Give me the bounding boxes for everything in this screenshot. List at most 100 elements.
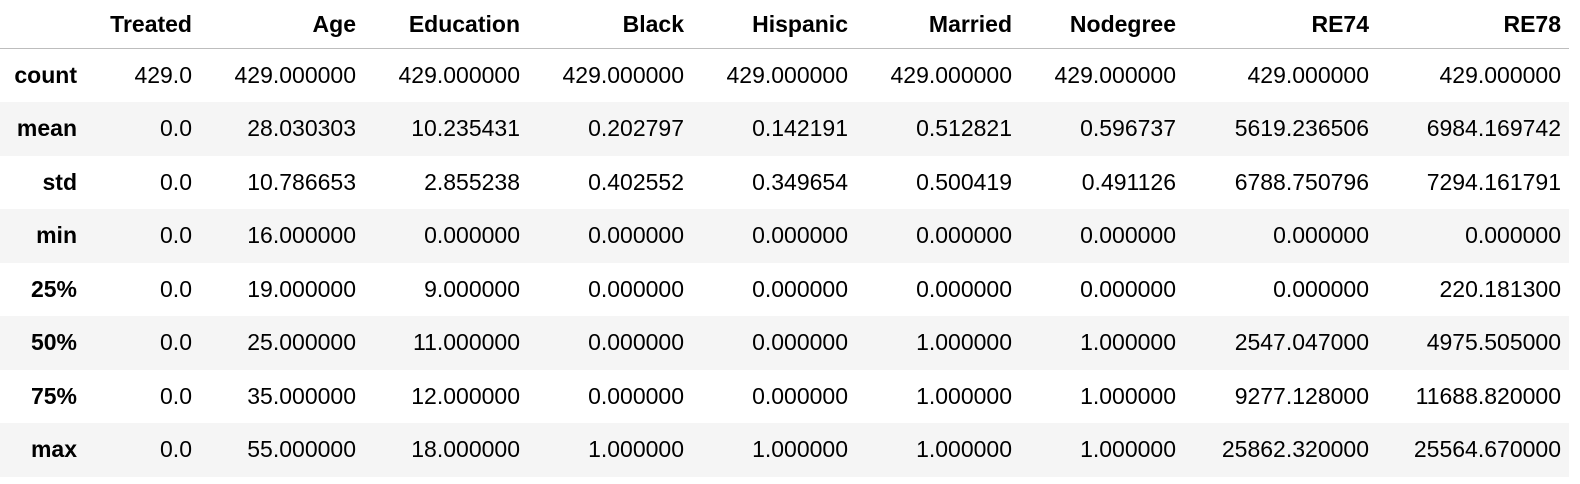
table-cell: 0.0	[160, 382, 192, 409]
table-cell: 220.181300	[1439, 275, 1561, 302]
table-cell: 0.000000	[1465, 222, 1561, 249]
table-cell: 429.000000	[234, 62, 356, 88]
table-cell: 35.000000	[247, 382, 356, 409]
table-cell: 0.000000	[424, 222, 520, 249]
table-cell: 429.000000	[726, 62, 848, 88]
table-cell: 1.000000	[1080, 436, 1176, 463]
table-cell: 9.000000	[424, 275, 520, 302]
table-cell: 0.500419	[916, 168, 1012, 195]
table-row: std 0.0 10.786653 2.855238 0.402552 0.34…	[0, 155, 1569, 209]
table-cell: 1.000000	[1080, 329, 1176, 356]
table-cell: 4975.505000	[1426, 329, 1561, 356]
column-header-hispanic: Hispanic	[692, 0, 856, 49]
table-cell: 0.0	[160, 115, 192, 142]
column-header-re74: RE74	[1184, 0, 1377, 49]
table-row: mean 0.0 28.030303 10.235431 0.202797 0.…	[0, 102, 1569, 156]
table-cell: 5619.236506	[1234, 115, 1369, 142]
table-row: 50% 0.0 25.000000 11.000000 0.000000 0.0…	[0, 316, 1569, 370]
row-label: mean	[16, 115, 77, 142]
table-cell: 25564.670000	[1413, 436, 1561, 463]
table-row: max 0.0 55.000000 18.000000 1.000000 1.0…	[0, 423, 1569, 477]
row-label: min	[36, 222, 77, 249]
table-cell: 0.491126	[1081, 168, 1176, 195]
table-cell: 9277.128000	[1234, 382, 1369, 409]
table-cell: 16.000000	[247, 222, 356, 249]
table-cell: 2.855238	[424, 168, 520, 195]
table-cell: 2547.047000	[1234, 329, 1369, 356]
table-cell: 11688.820000	[1415, 382, 1561, 409]
table-cell: 10.786653	[247, 168, 356, 195]
table-cell: 0.000000	[1273, 222, 1369, 249]
table-cell: 0.0	[160, 222, 192, 249]
table-cell: 0.000000	[588, 329, 684, 356]
table-cell: 6788.750796	[1234, 168, 1369, 195]
table-cell: 7294.161791	[1426, 168, 1561, 195]
index-header	[0, 0, 85, 49]
table-cell: 19.000000	[247, 275, 356, 302]
table-cell: 0.596737	[1080, 115, 1176, 142]
column-header-re78: RE78	[1377, 0, 1569, 49]
table-cell: 429.000000	[1247, 62, 1369, 88]
table-cell: 0.000000	[752, 222, 848, 249]
table-cell: 1.000000	[916, 436, 1012, 463]
table-cell: 18.000000	[411, 436, 520, 463]
row-label: 50%	[30, 329, 77, 356]
table-cell: 55.000000	[247, 436, 356, 463]
table-cell: 12.000000	[411, 382, 520, 409]
table-cell: 429.000000	[1439, 62, 1561, 88]
table-cell: 429.000000	[398, 62, 520, 88]
table-cell: 1.000000	[588, 436, 684, 463]
table-cell: 0.000000	[752, 329, 848, 356]
table-cell: 25.000000	[247, 329, 356, 356]
table-cell: 0.402552	[588, 168, 684, 195]
table-cell: 0.0	[160, 436, 192, 463]
row-label: max	[30, 436, 77, 463]
header-row: Treated Age Education Black Hispanic Mar…	[0, 0, 1569, 49]
table-cell: 10.235431	[411, 115, 520, 142]
table-cell: 0.512821	[916, 115, 1012, 142]
table-cell: 1.000000	[1080, 382, 1176, 409]
table-cell: 0.0	[160, 329, 192, 356]
table-cell: 0.000000	[1080, 222, 1176, 249]
column-header-married: Married	[856, 0, 1020, 49]
column-header-treated: Treated	[85, 0, 200, 49]
table-row: count 429.0 429.000000 429.000000 429.00…	[0, 48, 1569, 102]
table-cell: 0.000000	[916, 222, 1012, 249]
column-header-black: Black	[528, 0, 692, 49]
table-cell: 0.0	[160, 275, 192, 302]
table-cell: 25862.320000	[1221, 436, 1369, 463]
table-cell: 0.000000	[1080, 275, 1176, 302]
table-cell: 429.000000	[890, 62, 1012, 88]
describe-table: Treated Age Education Black Hispanic Mar…	[0, 0, 1569, 477]
table-cell: 0.000000	[588, 275, 684, 302]
table-cell: 6984.169742	[1426, 115, 1561, 142]
row-label: std	[42, 168, 78, 195]
row-label: 25%	[30, 275, 77, 302]
table-cell: 0.142191	[752, 115, 848, 142]
row-label: count	[14, 62, 77, 88]
table-cell: 1.000000	[916, 329, 1012, 356]
table-cell: 429.0	[134, 62, 192, 88]
table-body: count 429.0 429.000000 429.000000 429.00…	[0, 48, 1569, 477]
table-cell: 429.000000	[1054, 62, 1176, 88]
table-cell: 1.000000	[916, 382, 1012, 409]
table-cell: 0.000000	[1273, 275, 1369, 302]
column-header-education: Education	[364, 0, 528, 49]
row-label: 75%	[30, 382, 77, 409]
table-row: min 0.0 16.000000 0.000000 0.000000 0.00…	[0, 209, 1569, 263]
table-cell: 0.202797	[588, 115, 684, 142]
table-cell: 0.000000	[752, 382, 848, 409]
table-cell: 0.000000	[588, 222, 684, 249]
table-row: 75% 0.0 35.000000 12.000000 0.000000 0.0…	[0, 369, 1569, 423]
table-cell: 0.000000	[588, 382, 684, 409]
table-cell: 429.000000	[562, 62, 684, 88]
table-cell: 0.349654	[752, 168, 848, 195]
table-row: 25% 0.0 19.000000 9.000000 0.000000 0.00…	[0, 262, 1569, 316]
table-cell: 0.000000	[916, 275, 1012, 302]
table-cell: 1.000000	[752, 436, 848, 463]
table-header: Treated Age Education Black Hispanic Mar…	[0, 0, 1569, 49]
column-header-age: Age	[200, 0, 364, 49]
table-cell: 11.000000	[412, 329, 520, 356]
column-header-nodegree: Nodegree	[1020, 0, 1184, 49]
table-cell: 0.000000	[752, 275, 848, 302]
